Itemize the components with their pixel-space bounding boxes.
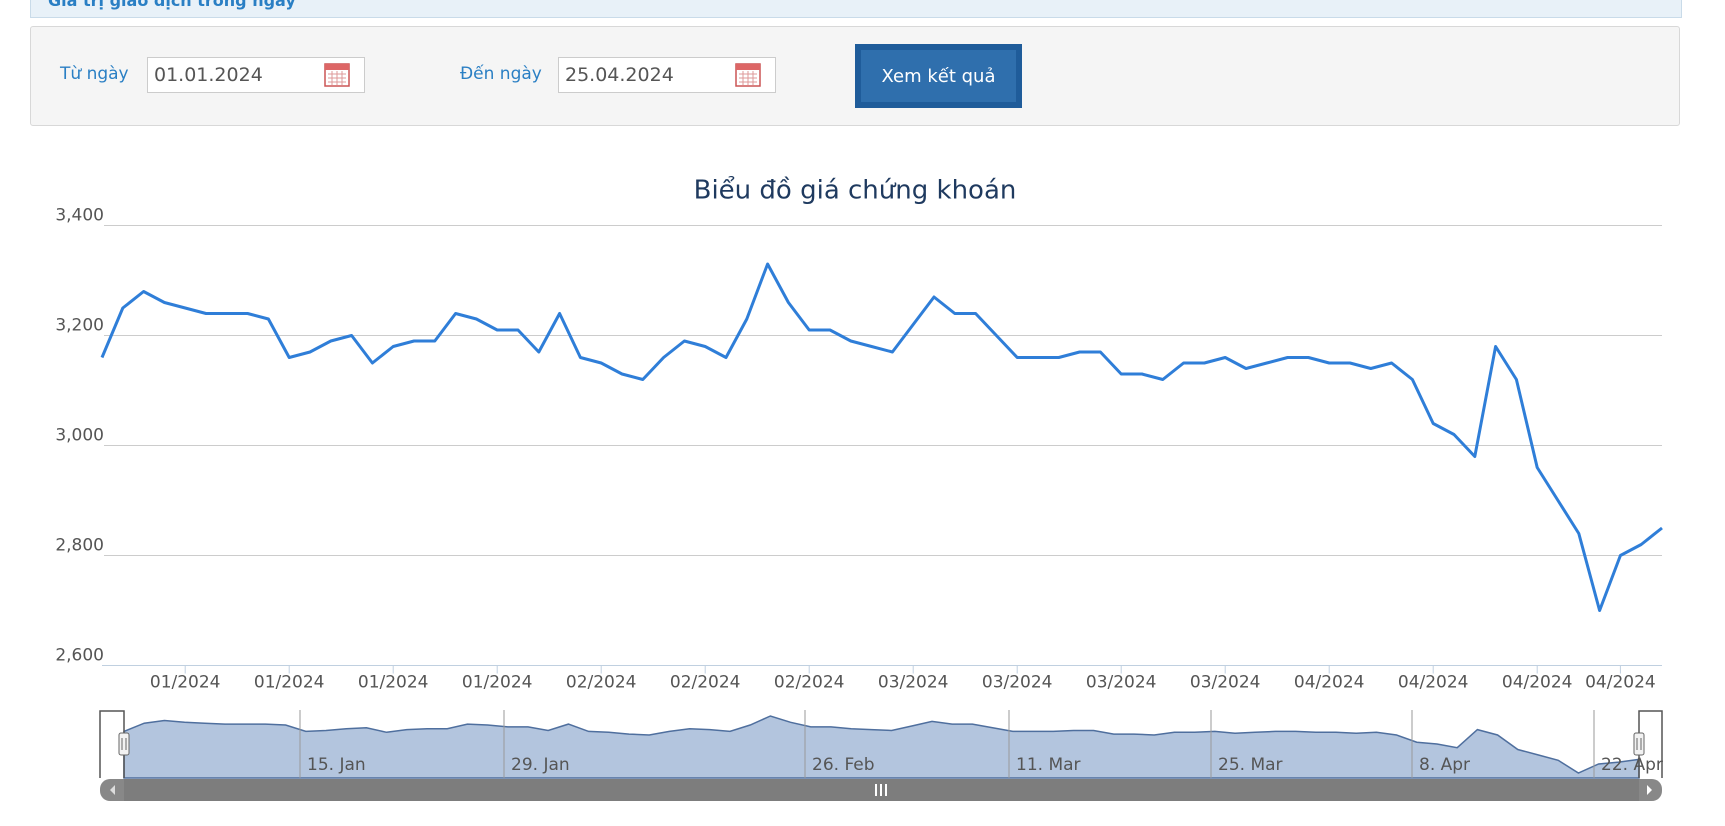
x-tick-label: 03/2024	[982, 673, 1053, 693]
navigator-label: 11. Mar	[1016, 755, 1081, 775]
x-tick-label: 01/2024	[462, 673, 533, 693]
from-value: 01.01.2024	[154, 64, 263, 86]
tab-bar: Giá trị giao dịch trong ngày	[30, 0, 1682, 18]
chart-title: Biểu đồ giá chứng khoán	[694, 175, 1017, 206]
scroll-left	[110, 785, 115, 795]
scrollbar-track	[100, 779, 1662, 801]
navigator-label: 15. Jan	[307, 755, 366, 775]
y-tick-label: 3,200	[55, 316, 104, 336]
tab-title[interactable]: Giá trị giao dịch trong ngày	[48, 0, 296, 10]
x-tick-label: 03/2024	[1086, 673, 1157, 693]
navigator-label: 25. Mar	[1218, 755, 1283, 775]
y-tick-label: 2,600	[55, 646, 104, 666]
navigator-label: 29. Jan	[511, 755, 570, 775]
navigator-label: 26. Feb	[812, 755, 875, 775]
handle-grip	[121, 738, 127, 750]
price-line	[100, 262, 1663, 612]
navigator-outline	[99, 710, 1663, 778]
x-tick-label: 04/2024	[1585, 673, 1656, 693]
y-tick-label: 2,800	[55, 536, 104, 556]
y-tick-label: 3,400	[55, 206, 104, 226]
navigator-label: 8. Apr	[1419, 755, 1470, 775]
calendar-icon[interactable]	[735, 63, 761, 87]
button-text: Xem kết quả	[861, 50, 1016, 102]
x-tick-label: 01/2024	[150, 673, 221, 693]
scrollbar-thumb	[124, 779, 1639, 801]
x-tick-label: 04/2024	[1398, 673, 1469, 693]
navigator-area	[123, 715, 1640, 779]
handle-grip	[1636, 738, 1642, 750]
x-tick-label: 01/2024	[254, 673, 325, 693]
navigator-handle[interactable]	[118, 732, 130, 756]
submit-button[interactable]: Xem kết quả	[855, 44, 1022, 108]
x-tick-label: 01/2024	[358, 673, 429, 693]
x-tick-label: 02/2024	[670, 673, 741, 693]
scrollbar-grip	[875, 784, 887, 796]
x-tick-label: 04/2024	[1502, 673, 1573, 693]
scroll-right	[1647, 785, 1652, 795]
calendar-icon[interactable]	[324, 63, 350, 87]
to-input[interactable]: 25.04.2024	[558, 57, 776, 93]
navigator-bg	[100, 710, 1662, 778]
x-tick-label: 04/2024	[1294, 673, 1365, 693]
navigator-handle[interactable]	[1633, 732, 1645, 756]
to-label: Đến ngày	[460, 64, 542, 84]
navigator-label: 22. Apr	[1601, 755, 1663, 775]
x-tick-label: 02/2024	[774, 673, 845, 693]
x-tick-label: 02/2024	[566, 673, 637, 693]
to-value: 25.04.2024	[565, 64, 674, 86]
from-label: Từ ngày	[60, 64, 129, 84]
from-input[interactable]: 01.01.2024	[147, 57, 365, 93]
y-tick-label: 3,000	[55, 426, 104, 446]
x-tick-label: 03/2024	[878, 673, 949, 693]
x-tick-label: 03/2024	[1190, 673, 1261, 693]
